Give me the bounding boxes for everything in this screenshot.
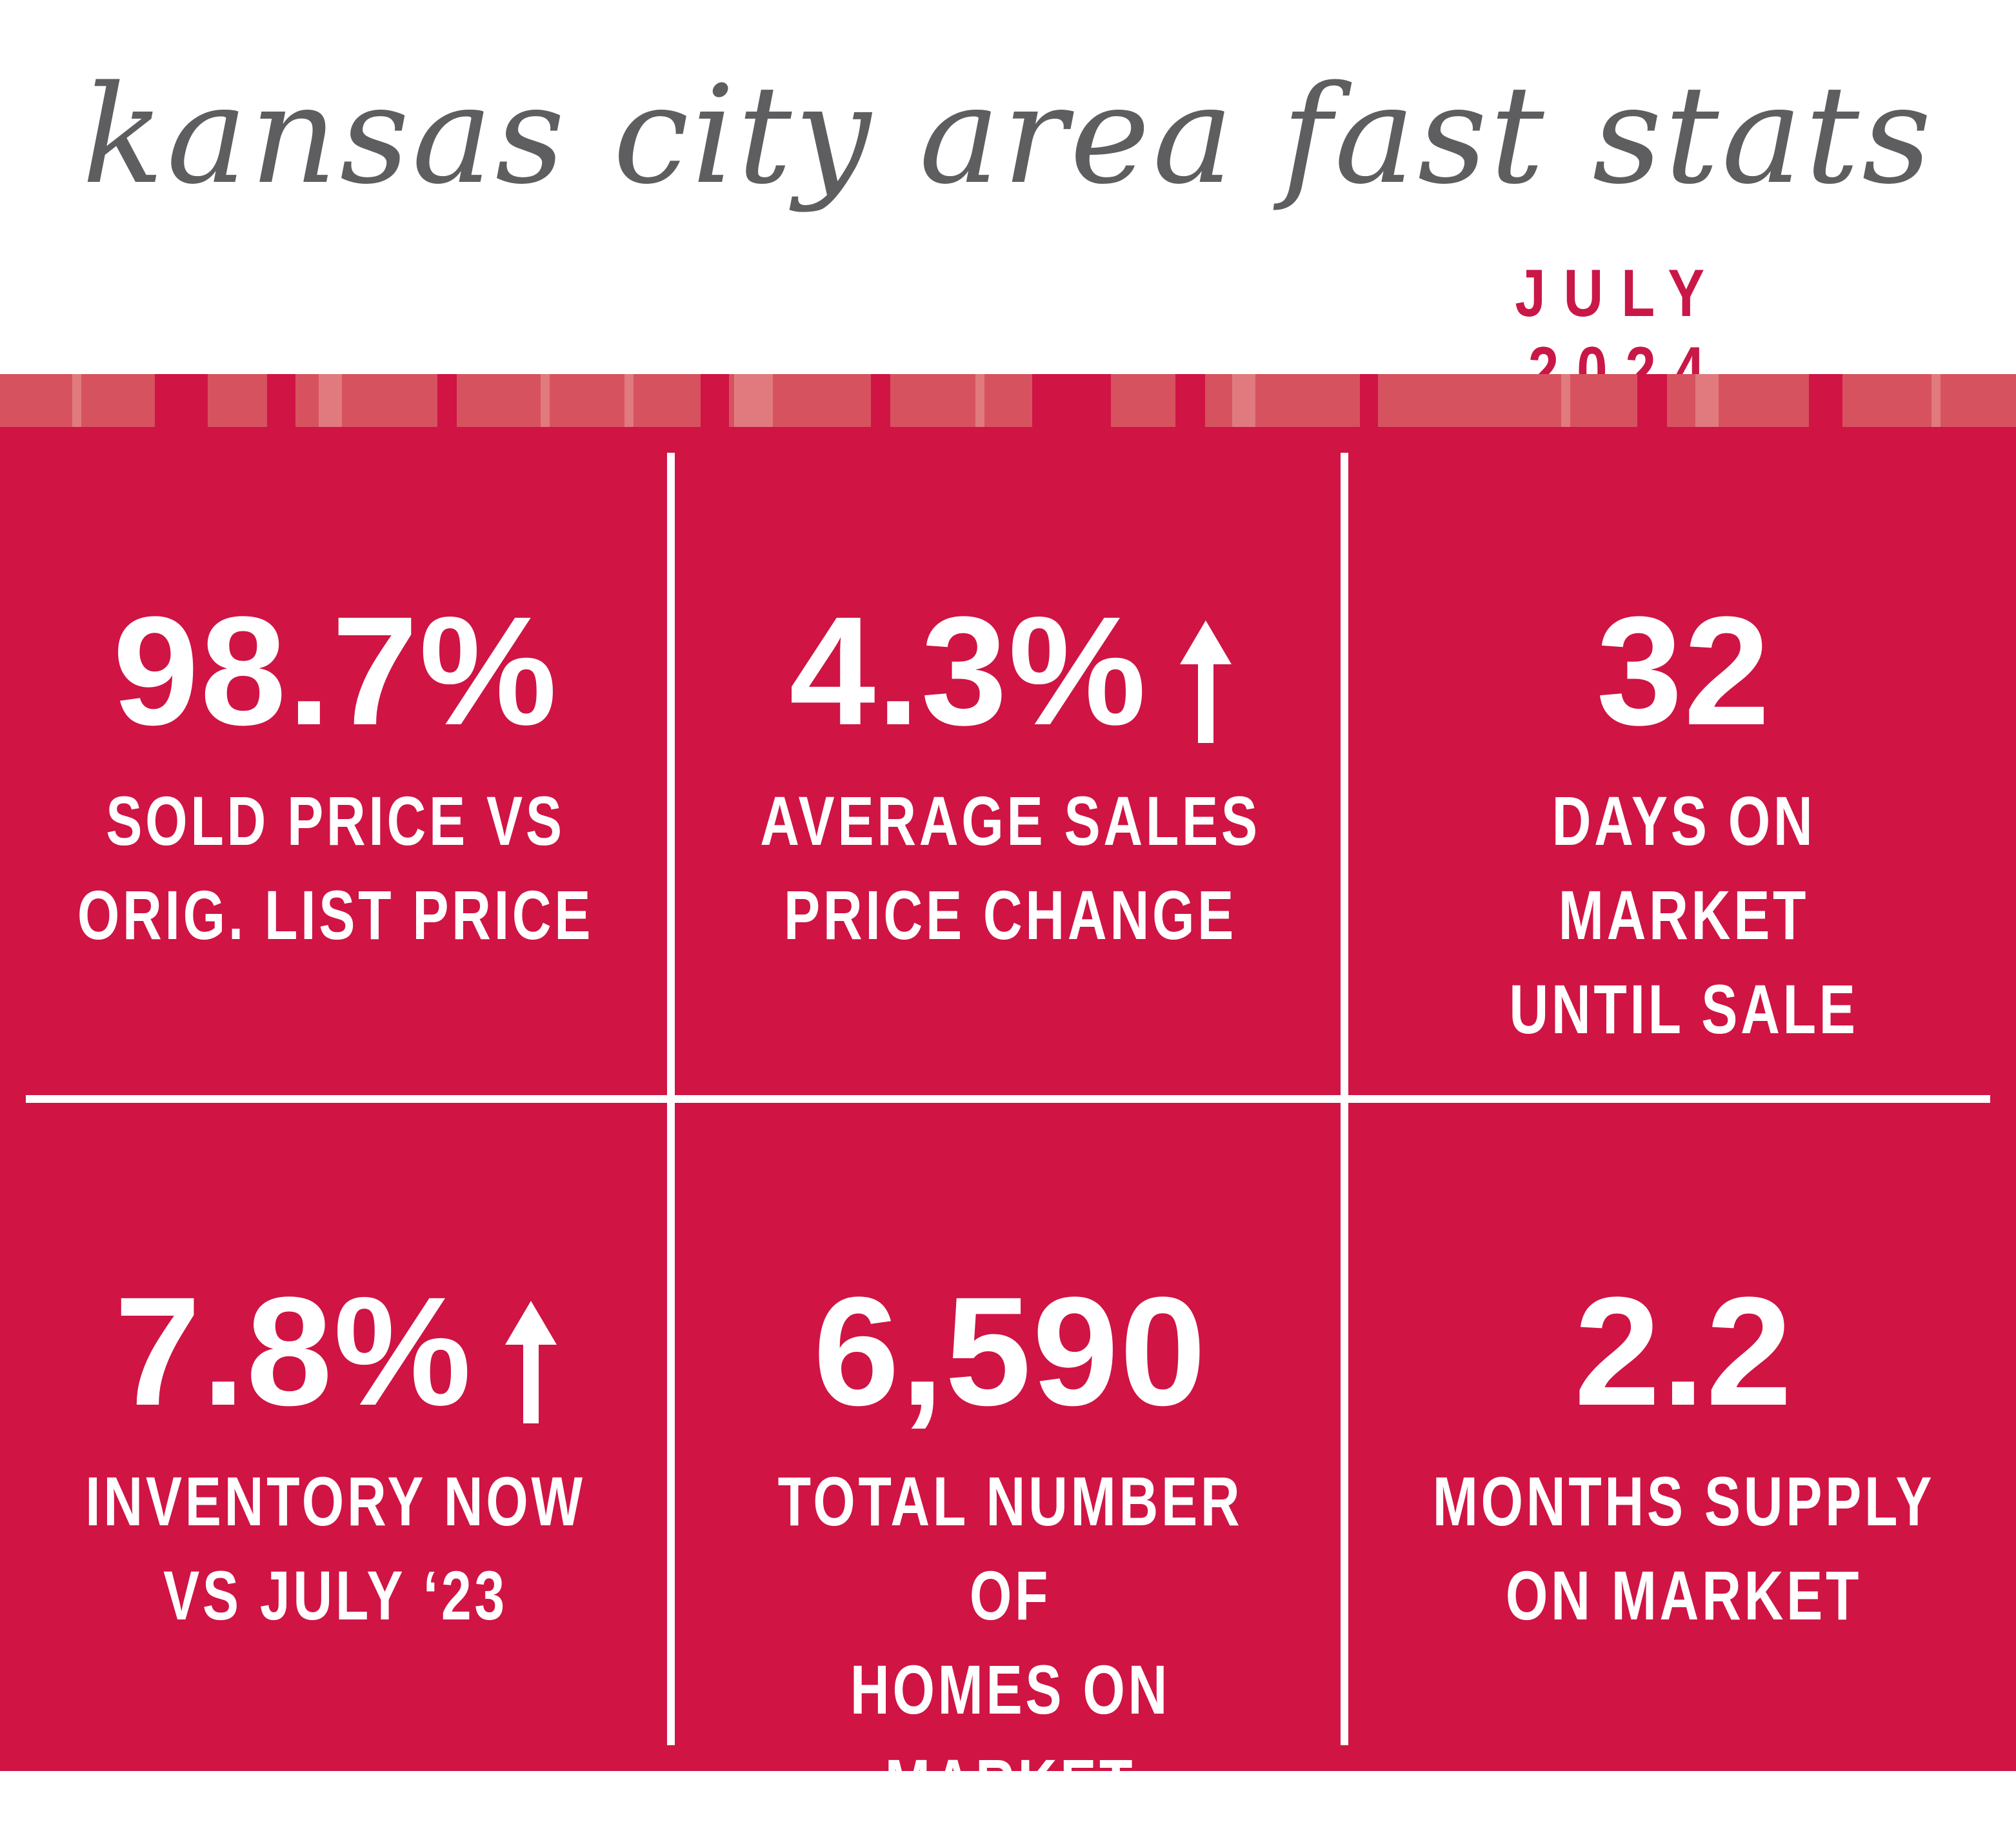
stripe-highlight — [975, 374, 984, 427]
stripe-block — [457, 374, 701, 427]
stripe-highlight — [1931, 374, 1941, 427]
stat-card-months-supply: 2.2 MONTHS SUPPLY ON MARKET — [1348, 1274, 2016, 1643]
stat-card-sold-vs-list: 98.7% SOLD PRICE VS ORIG. LIST PRICE — [0, 593, 671, 962]
stat-label: MONTHS SUPPLY ON MARKET — [1432, 1462, 1935, 1634]
stat-card-total-homes: 6,590 TOTAL NUMBER OF HOMES ON MARKET — [675, 1274, 1346, 1831]
stripe-block — [1667, 374, 1809, 427]
stripe-block — [1378, 374, 1637, 427]
grid-divider-horizontal — [26, 1095, 1990, 1103]
stat-value: 98.7% — [112, 584, 559, 757]
arrow-up-icon — [1179, 620, 1232, 743]
stripe-highlight — [541, 374, 550, 427]
stripe-highlight — [734, 374, 773, 427]
header: kansas city area fast stats JULY 2024 — [0, 0, 2016, 408]
stripe-highlight — [1232, 374, 1255, 427]
stripe-block — [890, 374, 1032, 427]
stripe-highlight — [72, 374, 81, 427]
report-date: JULY 2024 — [1515, 256, 1722, 408]
stat-value: 32 — [1596, 584, 1771, 757]
arrow-up-icon — [504, 1301, 557, 1423]
page-title: kansas city area fast stats — [82, 56, 1934, 214]
stat-value: 2.2 — [1574, 1265, 1793, 1438]
stat-card-inventory: 7.8% INVENTORY NOW VS JULY ‘23 — [0, 1274, 671, 1643]
stat-value: 6,590 — [813, 1265, 1208, 1438]
stripe-highlight — [319, 374, 342, 427]
stat-label: INVENTORY NOW VS JULY ‘23 — [85, 1462, 586, 1634]
stripe-highlight — [1695, 374, 1719, 427]
stat-label: AVERAGE SALES PRICE CHANGE — [760, 782, 1261, 954]
stripe-highlight — [1561, 374, 1570, 427]
stripe-block — [1111, 374, 1175, 427]
stat-label: SOLD PRICE VS ORIG. LIST PRICE — [77, 782, 594, 954]
stripe-block — [1842, 374, 2016, 427]
stripe-block — [1205, 374, 1360, 427]
stat-card-days-on-market: 32 DAYS ON MARKET UNTIL SALE — [1348, 593, 2016, 1056]
stat-value: 7.8% — [0, 1274, 671, 1429]
stripe-block — [208, 374, 267, 427]
decorative-stripe — [0, 374, 2016, 427]
stripe-highlight — [624, 374, 634, 427]
stripe-block — [295, 374, 437, 427]
stat-label: DAYS ON MARKET UNTIL SALE — [1509, 782, 1859, 1048]
stat-card-avg-sales-price: 4.3% AVERAGE SALES PRICE CHANGE — [675, 593, 1346, 962]
stat-value: 4.3% — [675, 593, 1346, 748]
stat-label: TOTAL NUMBER OF HOMES ON MARKET — [777, 1462, 1243, 1823]
